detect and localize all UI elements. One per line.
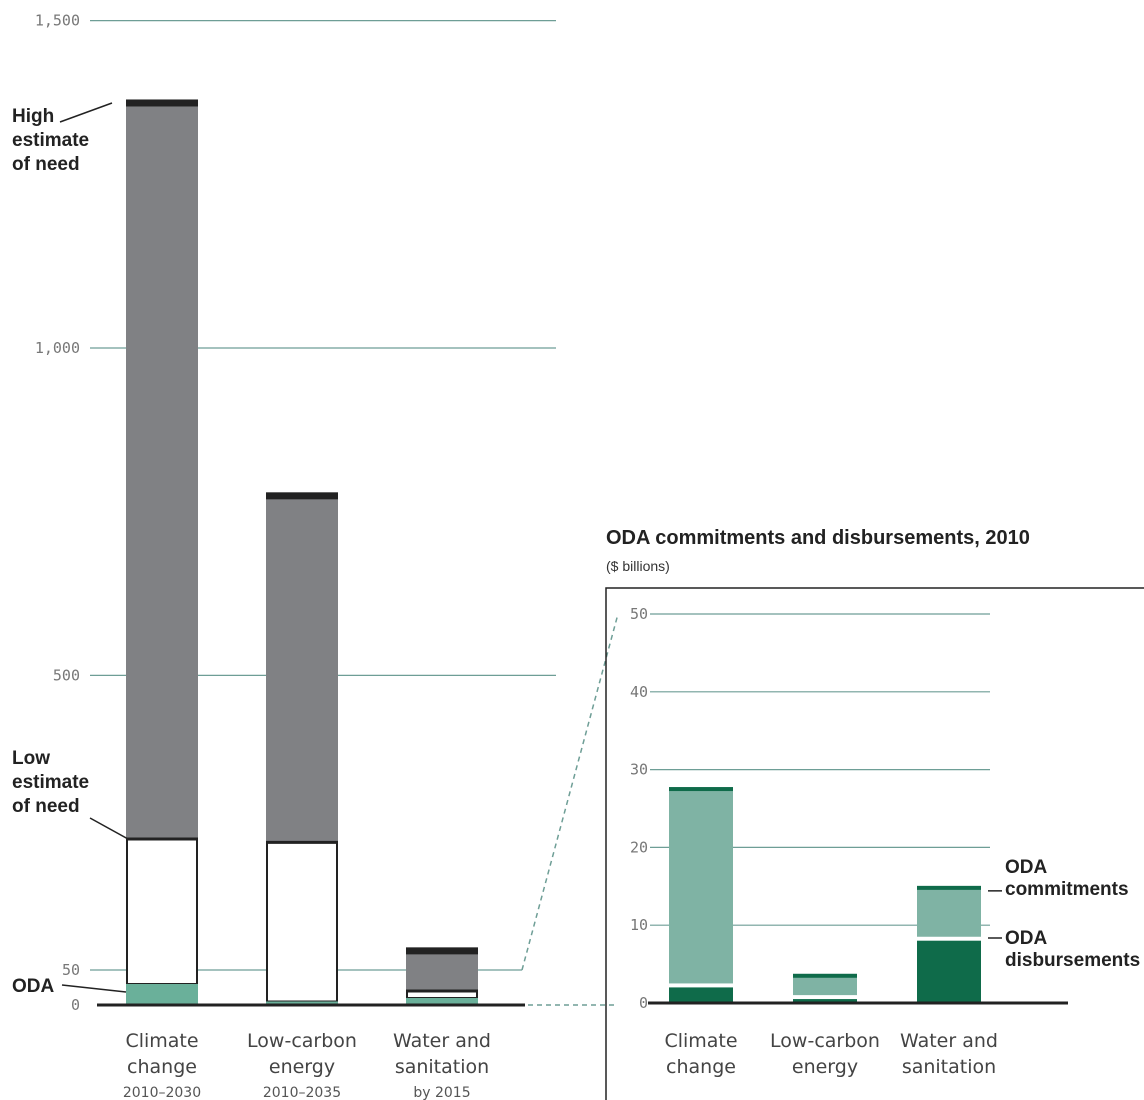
inset-subtitle: ($ billions) <box>606 558 670 574</box>
category-label: Low-carbon <box>247 1030 357 1052</box>
category-label: energy <box>792 1056 858 1078</box>
category-label: change <box>666 1056 736 1078</box>
bar-commitments-cap <box>917 885 981 890</box>
bar-high-cap <box>126 99 198 107</box>
category-label: Water and <box>393 1030 491 1052</box>
annotation-oda: ODA <box>12 976 55 997</box>
bar-low-estimate <box>126 838 198 985</box>
annotation-high-estimate: High <box>12 106 54 127</box>
bar-oda <box>266 1001 338 1005</box>
legend-commitments-label: ODA <box>1005 857 1048 878</box>
category-period: by 2015 <box>413 1085 470 1100</box>
y-tick-label: 20 <box>630 838 648 856</box>
bar-commitments-cap <box>793 973 857 978</box>
y-tick-label: 0 <box>639 994 648 1012</box>
bar-disbursements <box>669 987 733 1003</box>
bar-high-cap <box>266 492 338 500</box>
bar-disbursements <box>917 940 981 1003</box>
category-label: sanitation <box>395 1056 489 1078</box>
y-tick-label: 50 <box>62 961 80 979</box>
inset-frame <box>605 587 1144 1100</box>
y-tick-label: 500 <box>53 666 80 684</box>
annotation-low-estimate: of need <box>12 796 80 817</box>
bar-low-estimate <box>266 841 338 1003</box>
category-label: sanitation <box>902 1056 996 1078</box>
y-tick-label: 10 <box>630 916 648 934</box>
y-tick-label: 40 <box>630 683 648 701</box>
category-label: change <box>127 1056 197 1078</box>
annotation-high-estimate: estimate <box>12 130 89 151</box>
y-tick-label: 1,000 <box>35 339 80 357</box>
legend-disbursements-label: ODA <box>1005 928 1048 949</box>
bar-oda <box>126 984 198 1005</box>
bar-high-cap <box>406 947 478 955</box>
annotation-high-estimate: of need <box>12 154 80 175</box>
annotation-low-estimate: estimate <box>12 772 89 793</box>
annotation-leader-oda <box>61 984 127 993</box>
bar-commitments-cap <box>669 787 733 792</box>
annotation-low-estimate: Low <box>12 748 50 769</box>
y-tick-label: 30 <box>630 761 648 779</box>
zoom-connector-top <box>521 613 619 971</box>
bar-separator <box>669 983 733 988</box>
category-period: 2010–2035 <box>263 1085 341 1100</box>
bar-high-estimate <box>406 950 478 991</box>
category-label: Climate <box>125 1030 198 1052</box>
bar-high-estimate <box>266 495 338 843</box>
y-tick-label: 1,500 <box>35 12 80 30</box>
category-label: Water and <box>900 1030 998 1052</box>
inset-title: ODA commitments and disbursements, 2010 <box>606 527 1030 549</box>
category-label: energy <box>269 1056 335 1078</box>
y-tick-label: 0 <box>71 996 80 1014</box>
bar-oda <box>406 998 478 1005</box>
bar-separator <box>793 995 857 1000</box>
bar-separator <box>917 936 981 941</box>
legend-disbursements-label: disbursements <box>1005 950 1140 971</box>
bar-commitments <box>669 789 733 1003</box>
annotation-leader-low <box>89 817 129 840</box>
category-period: 2010–2030 <box>123 1085 201 1100</box>
annotation-leader-high <box>59 102 113 123</box>
bar-high-estimate <box>126 102 198 840</box>
category-label: Low-carbon <box>770 1030 880 1052</box>
y-tick-label: 50 <box>630 605 648 623</box>
category-label: Climate <box>664 1030 737 1052</box>
legend-commitments-label: commitments <box>1005 879 1129 900</box>
bar-disbursements <box>793 999 857 1003</box>
